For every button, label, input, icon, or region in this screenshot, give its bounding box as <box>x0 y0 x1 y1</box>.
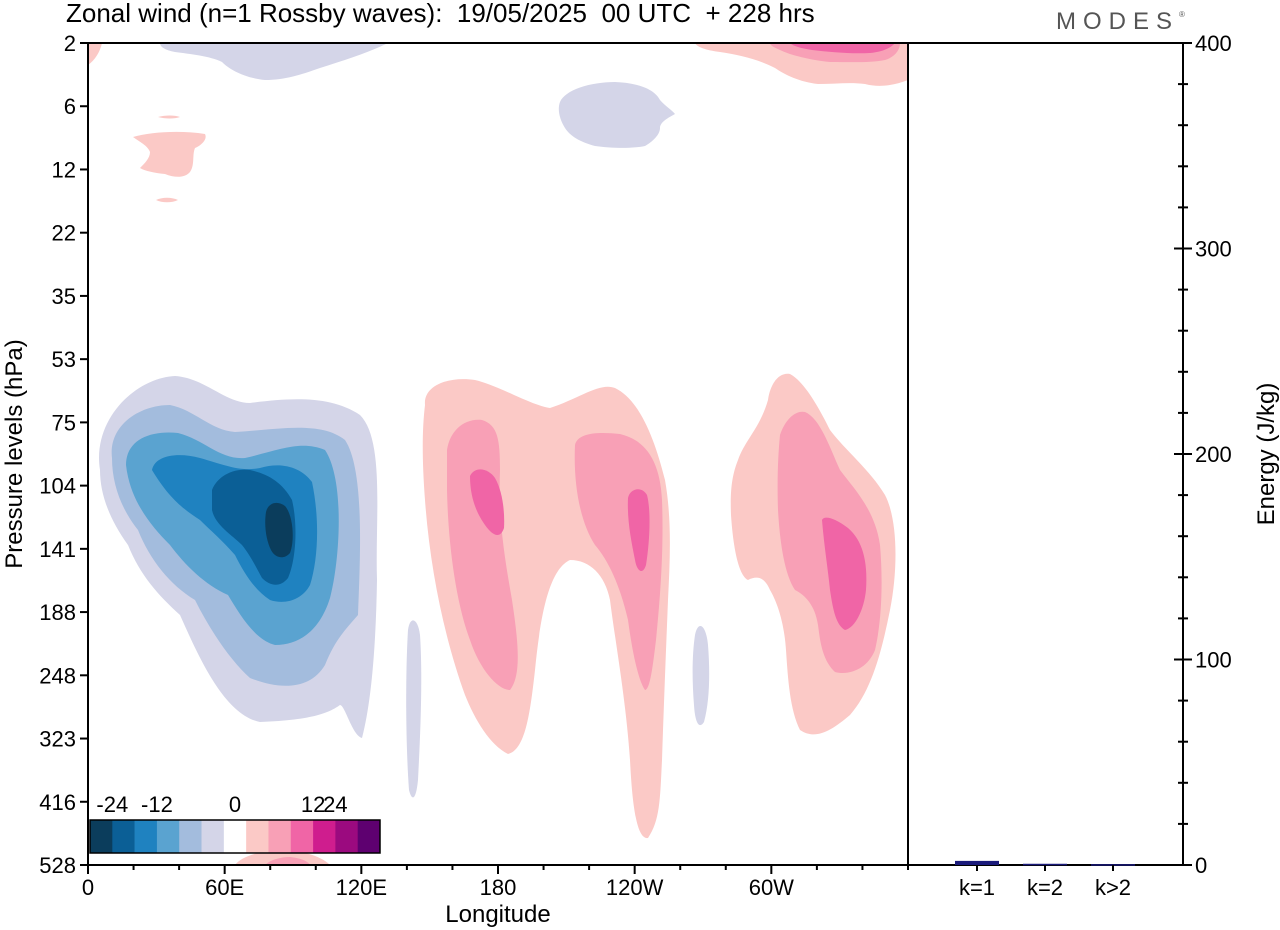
energy-bar <box>955 860 999 865</box>
y-tick-label: 75 <box>52 410 76 435</box>
x-tick-label: 120E <box>336 875 387 900</box>
colorbar-swatch <box>90 820 113 853</box>
colorbar-swatch <box>335 820 358 853</box>
negative-lobe-core <box>265 502 293 558</box>
x-tick-label: 120W <box>606 875 664 900</box>
positive-upper-left-edge <box>88 43 102 65</box>
energy-tick-label: 400 <box>1195 31 1232 56</box>
contour-field <box>88 43 908 865</box>
y-tick-label: 416 <box>39 790 76 815</box>
energy-tick-label: 200 <box>1195 442 1232 467</box>
negative-lobe-l5 <box>212 469 296 585</box>
y-axis-label: Pressure levels (hPa) <box>1 339 28 568</box>
colorbar-label: -24 <box>96 792 128 817</box>
x-tick-label: 0 <box>82 875 94 900</box>
y-tick-label: 528 <box>39 853 76 878</box>
energy-tick-label: 100 <box>1195 648 1232 673</box>
y-tick-label: 104 <box>39 474 76 499</box>
colorbar-swatch <box>134 820 158 853</box>
y-tick-label: 6 <box>64 94 76 119</box>
energy-bar <box>1091 864 1135 866</box>
y-tick-label: 2 <box>64 31 76 56</box>
colorbar-swatch <box>290 820 314 853</box>
y-tick-label: 22 <box>52 221 76 246</box>
y-tick-label: 248 <box>39 663 76 688</box>
y-tick-label: 35 <box>52 284 76 309</box>
positive-lobe-1-core <box>470 469 505 536</box>
colorbar-swatch <box>223 820 247 853</box>
y-tick-label: 141 <box>39 537 76 562</box>
energy-bar <box>1023 863 1067 866</box>
energy-category-label: k>2 <box>1095 875 1131 900</box>
y-tick-label: 53 <box>52 347 76 372</box>
positive-lobe-3-core <box>822 517 867 630</box>
colorbar-label: -12 <box>141 792 173 817</box>
energy-tick-label: 300 <box>1195 237 1232 262</box>
energy-category-label: k=2 <box>1027 875 1063 900</box>
colorbar-swatch <box>201 820 225 853</box>
colorbar-swatch <box>268 820 292 853</box>
negative-spot-120w <box>692 625 710 726</box>
colorbar-swatch <box>156 820 180 853</box>
colorbar-swatch <box>112 820 135 853</box>
negative-upper-left <box>160 43 388 80</box>
colorbar-swatch <box>313 820 336 853</box>
positive-upper-right-core <box>790 43 895 54</box>
chart-title: Zonal wind (n=1 Rossby waves): 19/05/202… <box>66 0 815 28</box>
colorbar-swatch <box>357 820 381 853</box>
positive-spot-17hpa <box>156 197 178 203</box>
positive-spot-12hpa <box>133 131 206 177</box>
negative-spot-140e <box>406 620 422 798</box>
x-tick-label: 60W <box>749 875 794 900</box>
brand-logo: MODES® <box>1056 8 1185 35</box>
negative-upper-mid <box>558 82 675 148</box>
energy-tick-label: 0 <box>1195 853 1207 878</box>
energy-axis-label: Energy (J/kg) <box>1253 383 1280 526</box>
colorbar-label: 0 <box>229 792 241 817</box>
positive-lobe-1-l2 <box>447 419 518 690</box>
y-tick-label: 12 <box>52 157 76 182</box>
y-tick-label: 188 <box>39 600 76 625</box>
y-tick-label: 323 <box>39 727 76 752</box>
x-tick-label: 60E <box>205 875 244 900</box>
energy-bar-chart: 0 100 200 300 400 k=1 k=2 k>2 <box>908 31 1232 900</box>
colorbar-swatch <box>246 820 269 853</box>
colorbar-swatch <box>179 820 202 853</box>
colorbar-label: 12 <box>301 792 325 817</box>
x-tick-label: 180 <box>480 875 517 900</box>
positive-lobe-2-core <box>627 489 650 572</box>
colorbar <box>89 819 381 854</box>
positive-spot-9hpa <box>158 115 180 119</box>
colorbar-label: 24 <box>323 792 347 817</box>
positive-bottom-edge-l2 <box>265 857 310 865</box>
x-axis-label: Longitude <box>445 901 550 928</box>
colorbar-frame <box>89 819 381 854</box>
energy-category-label: k=1 <box>959 875 995 900</box>
